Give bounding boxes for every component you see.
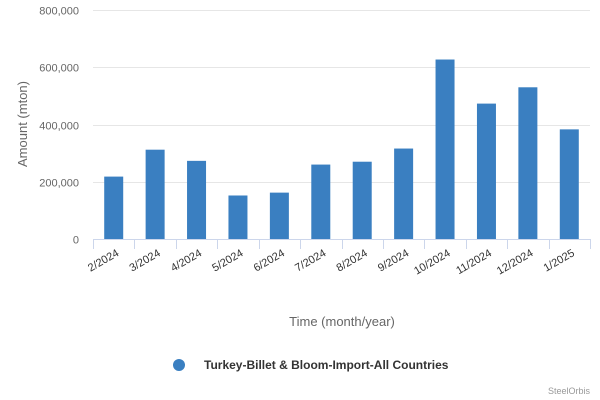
y-tick-label: 0: [73, 235, 79, 247]
x-tick-label: 2/2024: [86, 247, 121, 274]
bar[interactable]: [394, 148, 414, 239]
bar[interactable]: [518, 87, 538, 239]
bar[interactable]: [104, 176, 124, 239]
x-tick-label: 10/2024: [412, 247, 452, 277]
bars: [104, 59, 579, 239]
x-tick-label: 3/2024: [127, 247, 162, 274]
legend-label: Turkey-Billet & Bloom-Import-All Countri…: [204, 358, 449, 372]
x-tick-label: 6/2024: [252, 247, 287, 274]
x-tick-label: 1/2025: [542, 247, 577, 274]
x-tick-label: 4/2024: [169, 247, 204, 274]
bar[interactable]: [269, 192, 289, 239]
bar[interactable]: [145, 149, 165, 239]
x-tick-label: 11/2024: [454, 247, 494, 277]
x-tick-label: 9/2024: [376, 247, 411, 274]
bar[interactable]: [559, 129, 579, 239]
x-tick-label: 7/2024: [293, 247, 328, 274]
y-tick-label: 200,000: [39, 178, 79, 190]
chart-credit[interactable]: SteelOrbis: [548, 386, 591, 396]
x-tick-label: 12/2024: [495, 247, 535, 277]
x-tick-label: 5/2024: [210, 247, 245, 274]
y-tick-label: 800,000: [39, 6, 79, 18]
gridlines: [93, 10, 590, 183]
legend-marker: [173, 359, 185, 371]
bar[interactable]: [476, 103, 496, 239]
legend[interactable]: Turkey-Billet & Bloom-Import-All Countri…: [173, 358, 449, 372]
bar[interactable]: [352, 161, 372, 239]
y-tick-label: 600,000: [39, 63, 79, 75]
bar[interactable]: [187, 160, 207, 239]
x-axis-ticks: 2/2024 3/2024 4/2024 5/2024 6/2024 7/2024 8/20…: [86, 239, 591, 277]
y-tick-label: 400,000: [39, 121, 79, 133]
bar[interactable]: [311, 164, 331, 239]
x-tick-label: 8/2024: [335, 247, 370, 274]
bar[interactable]: [435, 59, 455, 239]
bar[interactable]: [228, 195, 248, 239]
y-axis-ticks: 0 200,000 400,000 600,000 800,000: [39, 6, 79, 247]
y-axis-title: Amount (mton): [15, 81, 30, 167]
x-axis-title: Time (month/year): [289, 314, 395, 329]
